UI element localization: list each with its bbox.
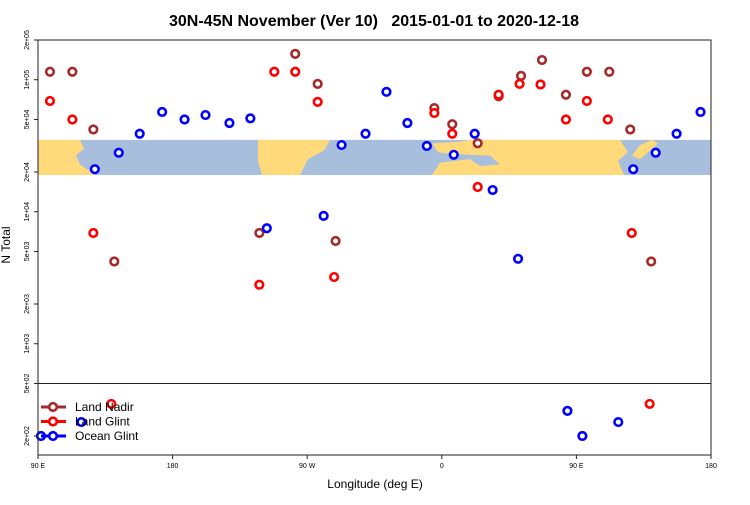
data-point-ocean-glint [487, 184, 498, 196]
data-points [35, 48, 706, 442]
data-point-ocean-glint [613, 416, 624, 428]
data-point-land-nadir [330, 235, 341, 247]
data-point-ocean-glint [76, 416, 87, 428]
data-point-land-nadir [109, 256, 120, 267]
data-point-ocean-glint [134, 128, 145, 139]
data-point-ocean-glint [671, 128, 682, 139]
land-mass [258, 139, 330, 175]
y-tick-label: 5e+03 [24, 242, 31, 262]
legend-label: Land Nadir [75, 400, 134, 414]
data-point-land-glint [254, 279, 265, 290]
y-tick-label: 2e+05 [24, 30, 31, 50]
data-point-ocean-glint [469, 128, 480, 139]
data-point-land-glint [429, 107, 440, 119]
data-point-ocean-glint [381, 86, 392, 97]
x-tick-label: 90 E [31, 463, 46, 470]
data-point-land-glint [447, 128, 458, 139]
legend-label: Land Glint [75, 415, 130, 429]
x-tick-label: 90 E [569, 463, 584, 470]
data-point-land-nadir [44, 66, 56, 77]
data-point-land-glint [88, 227, 99, 239]
data-point-land-glint [106, 398, 117, 410]
data-point-land-nadir [254, 227, 265, 239]
axes: 90 E 180 90 W 0 90 E 180 2e+05 1e+05 5e+04 2e+04 1… [24, 30, 717, 470]
y-tick-label: 1e+03 [24, 334, 31, 354]
y-tick-label: 5e+04 [24, 110, 31, 130]
data-point-land-glint [67, 114, 78, 125]
data-point-ocean-glint [421, 140, 432, 152]
data-point-ocean-glint [695, 106, 706, 118]
legend-label: Ocean Glint [75, 429, 139, 443]
land-mass [38, 139, 95, 175]
data-point-ocean-glint [562, 405, 573, 416]
y-tick-label: 2e+02 [24, 426, 31, 446]
data-point-land-glint [329, 271, 340, 283]
y-tick-label: 2e+04 [24, 162, 31, 182]
data-point-ocean-glint [360, 128, 371, 139]
data-point-ocean-glint [113, 147, 124, 158]
legend-marker [47, 430, 59, 442]
x-axis-label: Longitude (deg E) [327, 477, 422, 491]
data-point-land-nadir [88, 124, 99, 135]
y-axis-label: N Total [0, 226, 13, 263]
data-point-ocean-glint [336, 139, 347, 151]
data-point-ocean-glint [261, 223, 272, 234]
legend-marker [47, 401, 59, 413]
y-tick-label: 1e+05 [24, 70, 31, 90]
y-tick-label: 2e+03 [24, 294, 31, 314]
data-point-ocean-glint [628, 164, 639, 175]
data-point-ocean-glint [179, 114, 190, 125]
data-point-land-glint [560, 114, 572, 125]
data-point-ocean-glint [157, 106, 168, 118]
data-point-land-glint [644, 398, 655, 410]
data-point-ocean-glint [200, 109, 211, 121]
data-point-land-nadir [581, 66, 592, 77]
data-point-land-nadir [472, 138, 483, 149]
x-tick-label: 180 [705, 463, 717, 470]
data-point-ocean-glint [448, 149, 459, 160]
data-point-ocean-glint [318, 210, 329, 221]
data-point-ocean-glint [224, 117, 235, 129]
data-point-land-nadir [604, 66, 615, 77]
data-point-ocean-glint [402, 117, 413, 129]
data-point-land-glint [290, 66, 301, 77]
data-point-ocean-glint [512, 253, 524, 264]
y-tick-label: 5e+02 [24, 374, 31, 394]
data-point-ocean-glint [650, 147, 661, 158]
x-tick-label: 0 [440, 463, 444, 470]
data-point-land-glint [312, 96, 323, 107]
data-point-land-glint [581, 95, 592, 107]
legend-marker [47, 416, 59, 427]
data-point-land-glint [44, 95, 56, 107]
world-map-band [38, 139, 711, 175]
data-point-land-glint [535, 79, 546, 90]
x-tick-label: 180 [167, 463, 179, 470]
y-tick-label: 1e+04 [24, 202, 31, 222]
data-point-land-glint [514, 78, 525, 89]
data-point-land-nadir [646, 256, 657, 267]
data-point-land-glint [493, 89, 504, 100]
data-point-ocean-glint [245, 113, 256, 124]
data-point-land-glint [626, 227, 637, 239]
x-tick-label: 90 W [299, 463, 316, 470]
data-point-land-nadir [67, 66, 78, 77]
data-point-ocean-glint [577, 430, 588, 442]
data-point-land-nadir [447, 119, 458, 130]
data-point-land-glint [269, 66, 280, 77]
data-point-land-glint [472, 181, 483, 193]
land-mass [632, 139, 658, 160]
data-point-land-nadir [536, 54, 548, 66]
data-point-land-nadir [625, 124, 636, 135]
data-point-land-nadir [560, 89, 572, 100]
data-point-land-nadir [515, 70, 527, 81]
chart-title: 30N-45N November (Ver 10) 2015-01-01 to … [169, 13, 579, 30]
data-point-land-nadir [290, 48, 301, 59]
data-point-ocean-glint [89, 164, 100, 175]
data-point-land-nadir [312, 78, 323, 89]
land-mass [432, 139, 628, 175]
plot-frame [37, 39, 712, 456]
data-point-land-glint [602, 114, 613, 125]
